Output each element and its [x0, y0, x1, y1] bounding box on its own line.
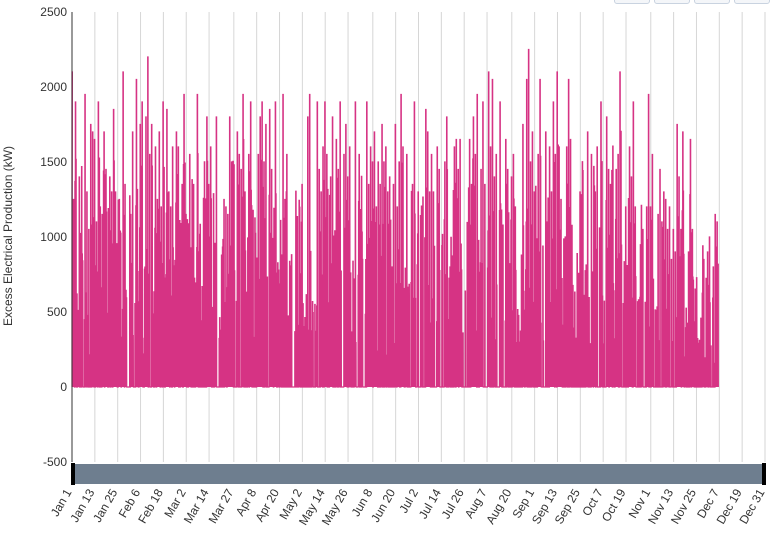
x-tick-label: Jul 26 [439, 486, 467, 521]
x-tick-label: Aug 20 [483, 486, 514, 526]
y-tick-label: 1000 [40, 230, 67, 244]
y-tick-label: 2500 [40, 5, 67, 19]
navigator-bar[interactable] [72, 464, 765, 484]
y-axis-title: Excess Electrical Production (kW) [1, 146, 15, 326]
y-tick-label: 500 [47, 305, 67, 319]
y-tick-label: -500 [43, 455, 67, 469]
range-button[interactable] [654, 0, 690, 4]
navigator-handle-right[interactable] [762, 463, 766, 485]
x-tick-label: Mar 27 [206, 486, 237, 526]
navigator-handle-left[interactable] [71, 463, 75, 485]
x-tick-label: Apr 20 [252, 486, 282, 524]
series-area [71, 48, 719, 388]
x-tick-label: Oct 19 [599, 486, 629, 524]
navigator-layer[interactable] [71, 463, 766, 485]
series-layer [71, 48, 719, 388]
range-button[interactable] [734, 0, 770, 4]
range-button[interactable] [614, 0, 650, 4]
y-tick-label: 1500 [40, 155, 67, 169]
range-button[interactable] [694, 0, 730, 4]
y-tick-label: 0 [60, 380, 67, 394]
y-tick-label: 2000 [40, 80, 67, 94]
